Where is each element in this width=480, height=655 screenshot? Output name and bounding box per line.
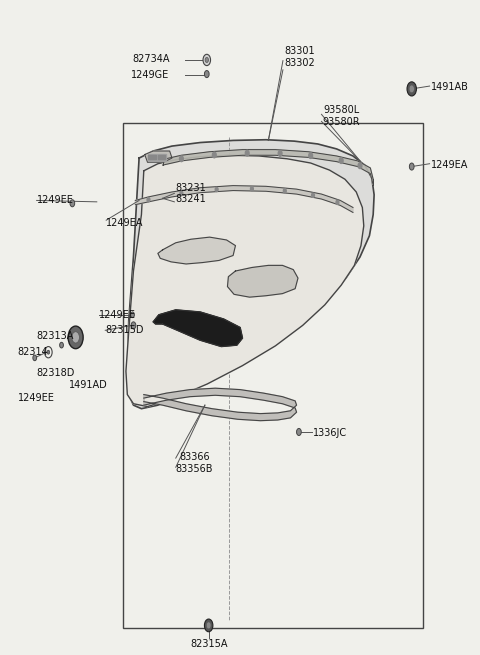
Circle shape <box>245 150 249 156</box>
Circle shape <box>251 187 253 191</box>
Circle shape <box>180 156 183 162</box>
Text: 83366
83356B: 83366 83356B <box>176 452 213 474</box>
Circle shape <box>203 54 211 66</box>
Text: 82315D: 82315D <box>105 326 144 335</box>
Circle shape <box>204 619 213 632</box>
Polygon shape <box>144 388 297 421</box>
Circle shape <box>206 622 211 629</box>
Polygon shape <box>163 149 373 185</box>
Circle shape <box>68 326 83 348</box>
Text: 1249EA: 1249EA <box>431 160 468 170</box>
Circle shape <box>409 163 414 170</box>
Bar <box>147 154 167 161</box>
Text: 1491AB: 1491AB <box>431 83 468 92</box>
Bar <box>148 155 156 159</box>
Circle shape <box>204 71 209 77</box>
Text: 83231
83241: 83231 83241 <box>176 183 206 204</box>
Bar <box>158 155 166 159</box>
Polygon shape <box>153 310 242 346</box>
Text: 1249EE: 1249EE <box>36 195 73 206</box>
Polygon shape <box>135 185 353 212</box>
Circle shape <box>131 322 136 329</box>
Circle shape <box>33 355 36 361</box>
Polygon shape <box>127 140 374 409</box>
Circle shape <box>309 153 312 159</box>
Text: 82734A: 82734A <box>132 54 169 64</box>
Circle shape <box>213 152 216 158</box>
Circle shape <box>312 193 314 197</box>
Text: 1249GE: 1249GE <box>132 71 169 81</box>
Circle shape <box>409 85 414 93</box>
Circle shape <box>47 350 50 354</box>
Text: 1491AD: 1491AD <box>69 381 108 390</box>
Circle shape <box>60 343 63 348</box>
Text: 1249EA: 1249EA <box>106 218 144 228</box>
Polygon shape <box>158 237 236 264</box>
Circle shape <box>336 200 339 204</box>
Polygon shape <box>145 151 172 162</box>
Circle shape <box>407 82 417 96</box>
Text: 82314: 82314 <box>18 347 48 357</box>
Circle shape <box>278 151 282 157</box>
Text: 83301
83302: 83301 83302 <box>285 47 315 68</box>
Circle shape <box>131 312 134 318</box>
Circle shape <box>205 58 208 62</box>
Text: 1249EE: 1249EE <box>99 310 136 320</box>
Text: 82318D: 82318D <box>36 367 75 378</box>
Text: 93580L
93580R: 93580L 93580R <box>323 105 360 126</box>
Circle shape <box>180 191 183 195</box>
Circle shape <box>70 200 75 207</box>
Circle shape <box>283 189 286 193</box>
Bar <box>123 122 423 627</box>
Text: 82313A: 82313A <box>36 331 74 341</box>
Text: 1336JC: 1336JC <box>313 428 347 438</box>
Circle shape <box>147 198 150 202</box>
Circle shape <box>297 428 301 436</box>
Polygon shape <box>228 265 298 297</box>
Text: 82315A: 82315A <box>190 639 228 648</box>
Circle shape <box>339 158 343 163</box>
Circle shape <box>215 187 218 192</box>
Circle shape <box>72 331 79 343</box>
Circle shape <box>358 163 362 168</box>
Polygon shape <box>126 155 364 407</box>
Text: 1249EE: 1249EE <box>18 393 55 403</box>
